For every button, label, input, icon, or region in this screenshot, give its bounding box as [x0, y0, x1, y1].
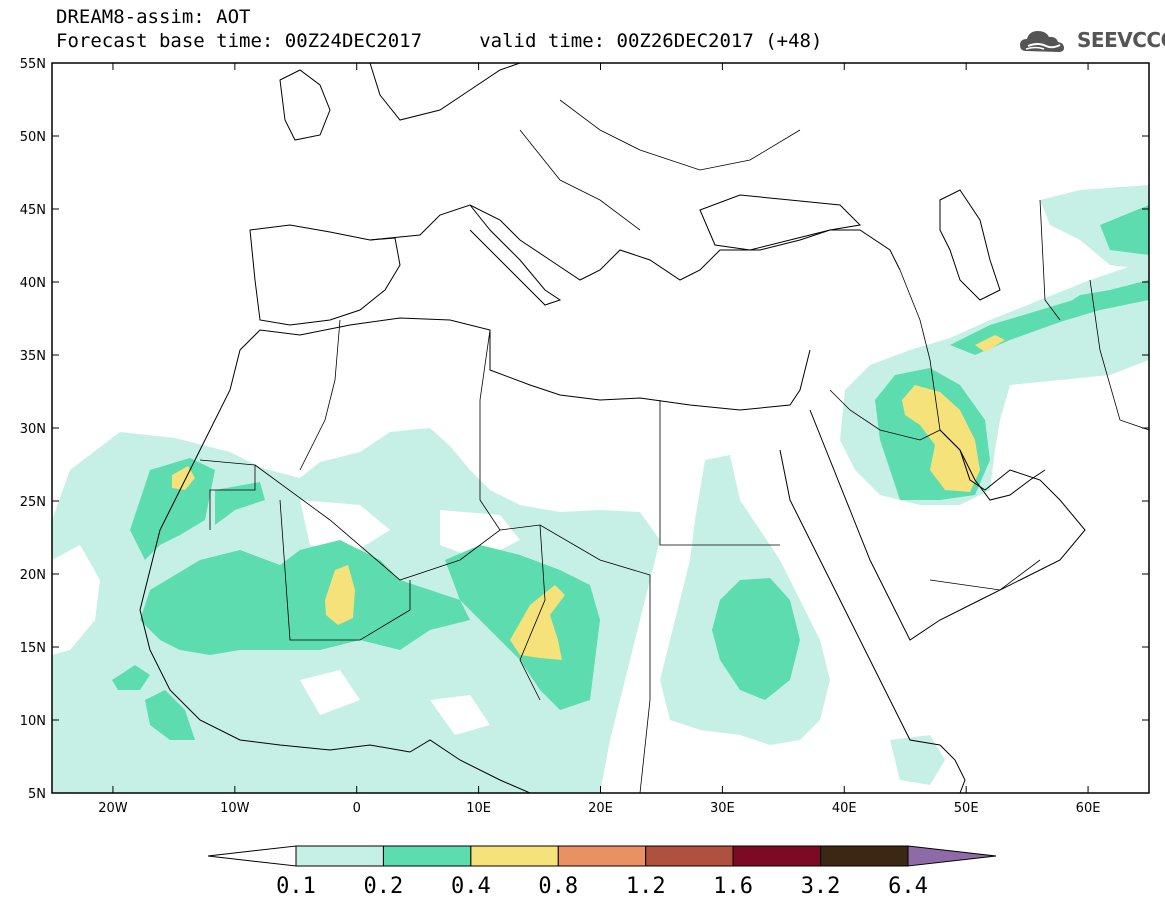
- coast-north-sea: [369, 63, 521, 121]
- lat-tick-label: 40N: [20, 276, 46, 291]
- colorbar-swatch: [382, 845, 472, 867]
- coast-arabia: [809, 409, 1086, 641]
- aot-region-iran-high: [975, 335, 1005, 352]
- colorbar-over-arrow: [907, 845, 997, 867]
- coast-uk: [279, 69, 331, 141]
- aot-region-mali-high: [325, 565, 355, 625]
- country-borders: [199, 99, 1149, 793]
- lat-tick-label: 25N: [20, 495, 46, 510]
- colorbar-label: 0.2: [364, 874, 404, 899]
- border-segment: [479, 329, 501, 531]
- lon-tick-label: 0: [353, 801, 361, 816]
- border-segment: [559, 99, 801, 171]
- colorbar-under-arrow: [207, 845, 297, 867]
- lat-tick-label: 5N: [28, 787, 46, 802]
- border-segment: [1089, 279, 1149, 431]
- aot-field: [52, 185, 1149, 793]
- aot-region-chad-high: [510, 585, 565, 660]
- coast-europe: [369, 204, 901, 281]
- border-segment: [199, 459, 256, 530]
- border-segment: [254, 464, 651, 581]
- coast-iberia: [249, 224, 401, 326]
- aot-hole: [300, 670, 360, 715]
- colorbar-swatch: [557, 845, 647, 867]
- coast-red-sea-west: [779, 449, 941, 746]
- border-segment: [299, 319, 341, 471]
- aot-hole: [52, 545, 100, 655]
- aot-region-guinea-mid: [145, 690, 195, 740]
- aot-colorbar: 0.1 0.2 0.4 0.8 1.2 1.6 3.2 6.4: [207, 845, 997, 899]
- lon-tick-label: 50E: [954, 801, 979, 816]
- coast-caspian: [939, 189, 1001, 301]
- colorbar-label: 1.6: [713, 874, 753, 899]
- colorbar-swatch: [820, 845, 909, 867]
- aot-hole: [440, 510, 520, 560]
- border-segment: [519, 524, 546, 701]
- colorbar-label: 0.1: [276, 874, 316, 899]
- lat-tick-label: 50N: [20, 130, 46, 145]
- aot-region-coast-mid: [112, 665, 150, 690]
- lat-tick-label: 35N: [20, 349, 46, 364]
- lon-tick-label: 30E: [710, 801, 735, 816]
- coastlines: [139, 63, 1086, 793]
- aot-region-caspian-mid: [1100, 205, 1149, 255]
- aot-region-mauritania-mid: [130, 458, 215, 560]
- aot-hole: [430, 695, 490, 735]
- aot-region-turkmen-mid: [1050, 290, 1110, 315]
- lon-tick-label: 20E: [588, 801, 613, 816]
- border-segment: [279, 499, 411, 641]
- aot-region-sahel-mid: [140, 540, 470, 655]
- lon-tick-label: 10E: [466, 801, 491, 816]
- aot-region-horn-light: [890, 735, 945, 785]
- map-title: DREAM8-assim: AOT: [56, 6, 251, 28]
- colorbar-label: 0.4: [451, 874, 491, 899]
- lon-tick-label: 40E: [832, 801, 857, 816]
- colorbar-swatch: [732, 845, 822, 867]
- colorbar-label: 1.2: [626, 874, 666, 899]
- lon-tick-label: 10W: [220, 801, 250, 816]
- border-segment: [639, 575, 651, 793]
- lat-axis: 55N 50N 45N 40N 35N 30N 25N 20N 15N 10N 5N: [20, 57, 1149, 802]
- colorbar-swatch: [645, 845, 734, 867]
- cloud-icon: [1020, 31, 1064, 52]
- lat-tick-label: 10N: [20, 714, 46, 729]
- lat-tick-label: 55N: [20, 57, 46, 72]
- aot-region-kuwait-high: [902, 385, 980, 492]
- lon-tick-label: 60E: [1076, 801, 1101, 816]
- coast-italy: [469, 204, 562, 306]
- coast-black-sea: [699, 194, 862, 251]
- colorbar-label: 0.8: [538, 874, 578, 899]
- lat-tick-label: 20N: [20, 568, 46, 583]
- aot-region-sudan-mid: [712, 578, 800, 700]
- lat-tick-label: 30N: [20, 422, 46, 437]
- colorbar-swatch: [470, 845, 559, 867]
- coast-persian-gulf: [939, 429, 1046, 501]
- border-segment: [519, 129, 641, 231]
- aot-hole: [300, 500, 390, 555]
- coast-gulf-guinea: [409, 739, 531, 793]
- lon-axis: 20W 10W 0 10E 20E 30E 40E 50E 60E: [98, 63, 1100, 816]
- coast-north-africa: [239, 317, 811, 411]
- lat-tick-label: 15N: [20, 641, 46, 656]
- forecast-time-subtitle: Forecast base time: 00Z24DEC2017 valid t…: [56, 30, 823, 52]
- colorbar-swatch: [295, 845, 384, 867]
- colorbar-label: 3.2: [801, 874, 841, 899]
- border-segment: [929, 559, 1041, 591]
- border-segment: [829, 389, 941, 441]
- lon-tick-label: 20W: [98, 801, 128, 816]
- colorbar-label: 6.4: [888, 874, 928, 899]
- border-segment: [899, 269, 941, 431]
- border-segment: [1039, 199, 1061, 321]
- lat-tick-label: 45N: [20, 203, 46, 218]
- coast-west-africa: [139, 349, 411, 753]
- coast-horn: [939, 744, 966, 793]
- logo-text: SEEVCCC: [1077, 28, 1165, 52]
- border-segment: [659, 400, 780, 546]
- aot-region-mauritania-mid2: [215, 482, 265, 525]
